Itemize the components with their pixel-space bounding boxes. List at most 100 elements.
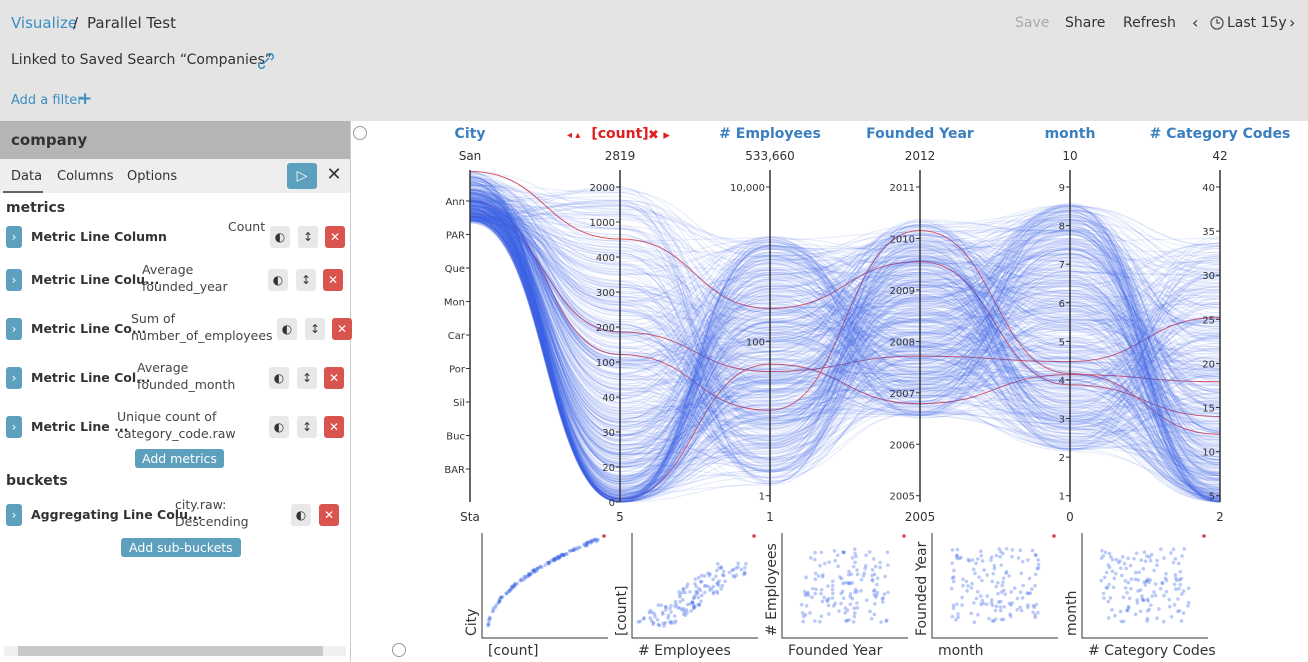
menu-save[interactable]: Save (1015, 15, 1050, 31)
poly-line (469, 214, 1221, 458)
remove-button[interactable]: ✕ (324, 416, 344, 438)
scatter-dot (839, 601, 843, 606)
move-handle[interactable]: ↕ (297, 367, 317, 389)
toggle-button[interactable]: ◐ (269, 367, 289, 389)
poly-line (469, 189, 1221, 503)
scatter-dot (1176, 561, 1181, 566)
expand-toggle[interactable]: › (6, 367, 22, 389)
scatter-dot (1104, 585, 1109, 590)
scatter-dot (752, 534, 756, 538)
time-range[interactable]: Last 15y (1227, 15, 1287, 31)
expand-toggle[interactable]: › (6, 416, 22, 438)
move-handle[interactable]: ↕ (298, 226, 318, 248)
next-arrow[interactable]: › (1289, 13, 1296, 32)
scatter-dot (1162, 556, 1166, 560)
collapse-icon[interactable] (392, 643, 406, 657)
scatter-dot (651, 622, 656, 627)
scatter-dot (677, 590, 681, 594)
toggle-button[interactable]: ◐ (268, 269, 288, 291)
scatter-dot (512, 581, 517, 586)
poly-line (469, 218, 1221, 473)
scrollbar[interactable] (4, 646, 346, 656)
poly-line (469, 190, 1221, 493)
scatter-dot (681, 606, 686, 611)
agg-name: Metric Line Column (31, 229, 167, 244)
move-handle[interactable]: ↕ (296, 269, 316, 291)
scatter-dot (1145, 609, 1150, 613)
axis-title[interactable]: City (455, 126, 486, 142)
add-filter[interactable]: Add a filter (11, 93, 83, 108)
scatter-dot (702, 584, 707, 588)
axis-title[interactable]: # Category Codes (1150, 126, 1291, 142)
remove-axis[interactable]: ✖ ▸ (648, 128, 670, 143)
poly-line (469, 208, 1221, 433)
sort-arrows[interactable]: ◂ ▴ (567, 130, 580, 141)
tick-label: PAR (446, 231, 465, 242)
scatter-dot (693, 577, 698, 581)
scatter-dot (593, 537, 598, 542)
poly-line (469, 218, 1221, 442)
discard-button[interactable]: ✕ (326, 164, 342, 185)
move-handle[interactable]: ↕ (297, 416, 317, 438)
scatter-dot (956, 615, 960, 620)
toggle-button[interactable]: ◐ (277, 318, 297, 340)
expand-toggle[interactable]: › (6, 504, 22, 526)
remove-button[interactable]: ✕ (325, 226, 345, 248)
add-buckets[interactable]: Add sub-buckets (121, 538, 241, 557)
poly-line (469, 199, 1221, 454)
tick-label: Car (448, 331, 466, 342)
poly-line (469, 182, 1221, 408)
prev-arrow[interactable]: ‹ (1192, 13, 1199, 32)
toggle-button[interactable]: ◐ (269, 416, 289, 438)
scatter-dot (669, 619, 674, 624)
scatter-dot (872, 589, 876, 593)
poly-line (469, 192, 1221, 499)
remove-button[interactable]: ✕ (324, 367, 344, 389)
axis-bottom: 2 (1216, 510, 1224, 524)
toggle-button[interactable]: ◐ (270, 226, 290, 248)
poly-line (469, 208, 1221, 503)
axis-title[interactable]: [count] (591, 126, 648, 142)
poly-line (469, 219, 1221, 415)
expand-toggle[interactable]: › (6, 318, 22, 340)
add-metrics[interactable]: Add metrics (135, 449, 224, 468)
scatter-dot (691, 606, 696, 611)
unlink-icon[interactable] (258, 53, 274, 69)
poly-line (469, 202, 1221, 489)
tab[interactable]: Columns (57, 169, 114, 184)
scatter-dot (663, 621, 668, 625)
clock-icon (1210, 16, 1224, 30)
scatter-dot (572, 548, 576, 552)
axis-title[interactable]: month (1045, 126, 1096, 142)
expand-toggle[interactable]: › (6, 269, 22, 291)
toggle-button[interactable]: ◐ (291, 504, 311, 526)
tab[interactable]: Data (11, 169, 43, 184)
apply-button[interactable]: ▷ (287, 163, 317, 189)
remove-button[interactable]: ✕ (319, 504, 339, 526)
scatter-dot (864, 598, 869, 602)
axis-title[interactable]: Founded Year (866, 126, 974, 142)
scatter-dot (560, 553, 565, 557)
axis-title[interactable]: # Employees (719, 126, 821, 142)
poly-line (469, 209, 1221, 491)
move-handle[interactable]: ↕ (305, 318, 325, 340)
poly-line (469, 198, 1221, 390)
remove-button[interactable]: ✕ (332, 318, 352, 340)
scatter-dot (716, 583, 721, 588)
scatter-dot (1169, 551, 1173, 555)
poly-line (469, 209, 1221, 415)
remove-button[interactable]: ✕ (323, 269, 343, 291)
tab[interactable]: Options (127, 169, 178, 184)
poly-line (469, 208, 1221, 492)
collapse-icon[interactable] (353, 126, 367, 140)
menu-refresh[interactable]: Refresh (1123, 15, 1176, 31)
add-filter-plus[interactable]: + (78, 89, 93, 109)
poly-line (469, 210, 1221, 501)
menu-share[interactable]: Share (1065, 15, 1106, 31)
scatter-dot (1125, 608, 1130, 613)
scatter-dot (1002, 605, 1006, 609)
scatter-dot (655, 617, 660, 622)
expand-toggle[interactable]: › (6, 226, 22, 248)
scatter-dot (1149, 552, 1154, 557)
breadcrumb-link[interactable]: Visualize (11, 14, 78, 32)
